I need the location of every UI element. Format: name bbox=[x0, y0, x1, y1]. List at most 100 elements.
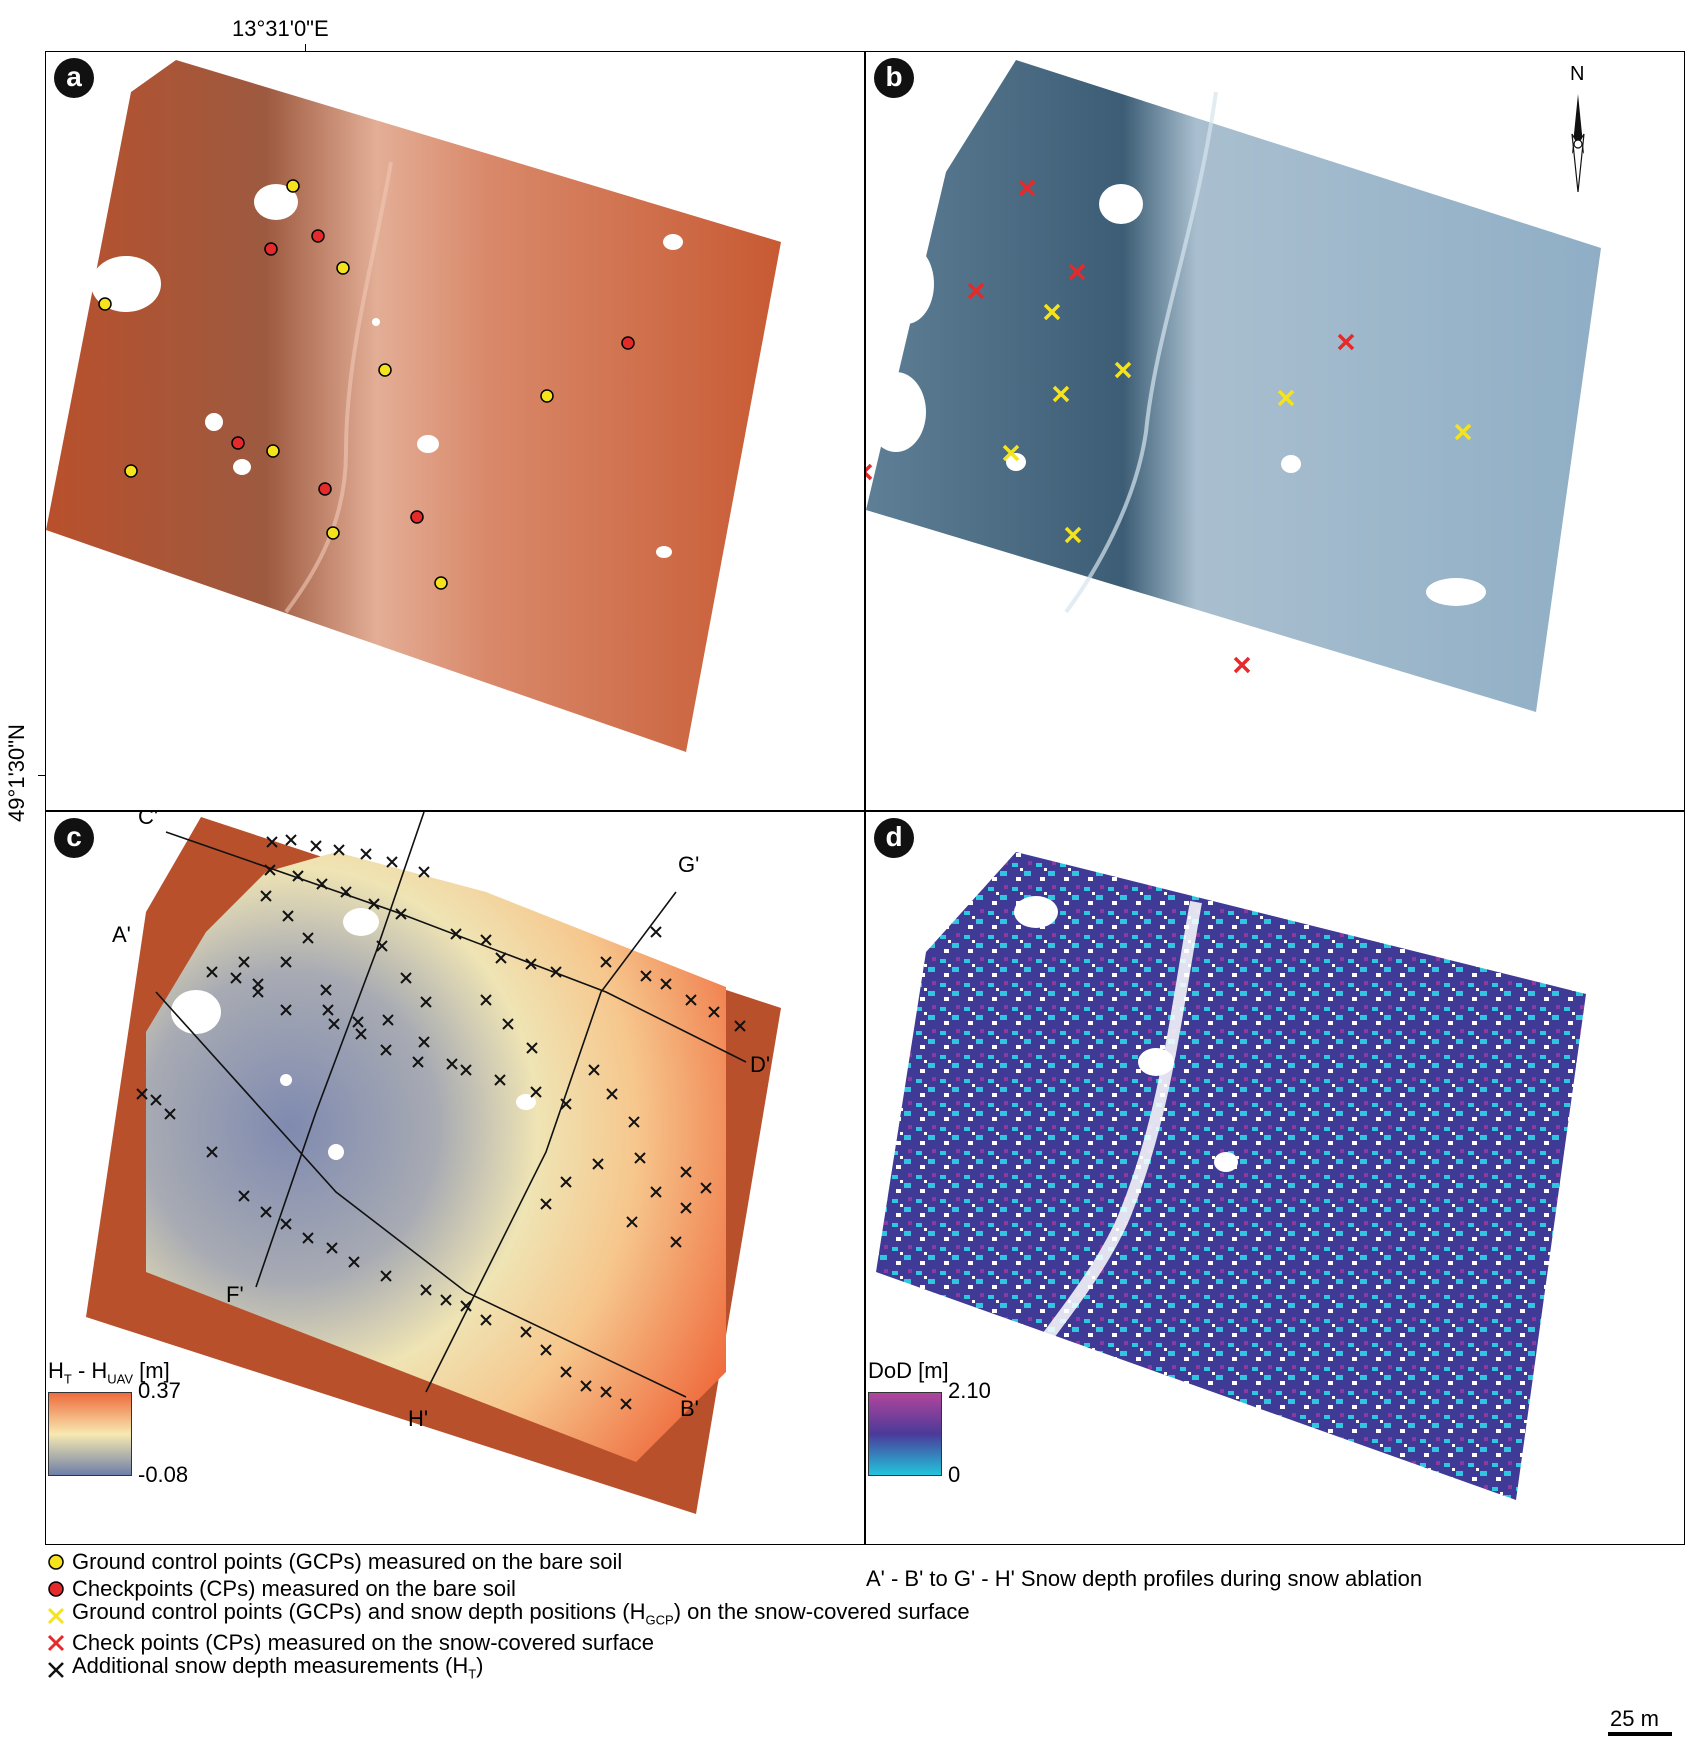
gcp-bare-marker bbox=[266, 444, 280, 458]
snow-depth-marker bbox=[285, 834, 297, 846]
snow-depth-marker bbox=[540, 1344, 552, 1356]
snow-depth-marker bbox=[400, 972, 412, 984]
red-cross-icon bbox=[47, 1634, 65, 1651]
cp-bare-marker bbox=[264, 242, 278, 256]
gcp-bare-marker bbox=[434, 576, 448, 590]
latitude-tick bbox=[38, 775, 46, 776]
snow-depth-marker bbox=[592, 1158, 604, 1170]
yellow-cross-icon bbox=[47, 1607, 65, 1624]
snow-depth-marker bbox=[376, 940, 388, 952]
dem-footprint bbox=[866, 60, 1601, 712]
snow-depth-marker bbox=[520, 1326, 532, 1338]
panel-divider-horizontal bbox=[46, 810, 1684, 812]
snow-depth-marker bbox=[328, 1018, 340, 1030]
longitude-label: 13°31'0"E bbox=[232, 16, 329, 41]
snow-depth-marker bbox=[206, 966, 218, 978]
snow-depth-marker bbox=[580, 1380, 592, 1392]
cp-bare-marker bbox=[318, 482, 332, 496]
snow-depth-marker bbox=[280, 1218, 292, 1230]
profile-start-label: E' bbox=[432, 812, 451, 817]
panel-b-points bbox=[866, 179, 1472, 674]
snow-depth-marker bbox=[150, 1094, 162, 1106]
snow-depth-marker bbox=[412, 1056, 424, 1068]
snow-depth-marker bbox=[600, 956, 612, 968]
terrain-ridge bbox=[1064, 91, 1218, 614]
snow-depth-marker bbox=[260, 1206, 272, 1218]
snow-depth-marker bbox=[333, 844, 345, 856]
gcp-snow-marker bbox=[1043, 303, 1061, 321]
snow-depth-marker bbox=[360, 848, 372, 860]
snow-depth-marker bbox=[418, 866, 430, 878]
profile-end-label: H' bbox=[408, 1406, 428, 1431]
cp-bare-marker bbox=[410, 510, 424, 524]
panel-a-badge: a bbox=[54, 58, 94, 98]
figure-frame bbox=[45, 51, 1685, 1545]
snow-depth-marker bbox=[322, 1004, 334, 1016]
snow-depth-marker bbox=[238, 1190, 250, 1202]
snow-depth-marker bbox=[540, 1198, 552, 1210]
gcp-bare-marker bbox=[124, 464, 138, 478]
panel-b: N b bbox=[866, 52, 1684, 810]
panel-divider-vertical bbox=[864, 52, 866, 1544]
snow-depth-marker bbox=[480, 1314, 492, 1326]
legend-item-cp-snow: Check points (CPs) measured on the snow-… bbox=[46, 1629, 970, 1656]
profile-line bbox=[425, 891, 677, 1393]
snow-depth-marker bbox=[502, 1018, 514, 1030]
cp-snow-marker bbox=[1068, 263, 1086, 281]
cp-snow-marker bbox=[1233, 656, 1251, 674]
snow-depth-marker bbox=[310, 840, 322, 852]
gcp-snow-marker bbox=[1114, 361, 1132, 379]
longitude-tick bbox=[305, 44, 306, 52]
gcp-bare-marker bbox=[336, 261, 350, 275]
panel-a: a bbox=[46, 52, 864, 810]
profile-end-label: B' bbox=[680, 1396, 699, 1421]
snow-depth-marker bbox=[650, 926, 662, 938]
snow-depth-marker bbox=[380, 1044, 392, 1056]
interpolated-surface bbox=[146, 852, 726, 1462]
scale-bar bbox=[1608, 1732, 1672, 1736]
north-arrow-icon bbox=[1571, 94, 1585, 193]
snow-depth-marker bbox=[660, 978, 672, 990]
snow-depth-marker bbox=[355, 1028, 367, 1040]
profile-start-label: G' bbox=[678, 852, 699, 877]
colorbar-c bbox=[48, 1392, 132, 1476]
snow-depth-marker bbox=[526, 1042, 538, 1054]
snow-depth-marker bbox=[700, 1182, 712, 1194]
snow-depth-marker bbox=[260, 890, 272, 902]
north-arrow-label: N bbox=[1570, 63, 1584, 85]
gcp-bare-marker bbox=[540, 389, 554, 403]
snow-depth-marker bbox=[340, 886, 352, 898]
snow-patches bbox=[866, 184, 1486, 606]
snow-patches bbox=[91, 184, 683, 558]
snow-depth-marker bbox=[494, 1074, 506, 1086]
profiles-note: A' - B' to G' - H' Snow depth profiles d… bbox=[866, 1566, 1423, 1591]
colorbar-d-title: DoD [m] bbox=[868, 1358, 949, 1383]
snow-depth-marker bbox=[440, 1294, 452, 1306]
snow-depth-marker bbox=[600, 1386, 612, 1398]
snow-depth-marker bbox=[320, 984, 332, 996]
snow-depth-marker bbox=[206, 1146, 218, 1158]
snow-depth-marker bbox=[230, 972, 242, 984]
snow-depth-marker bbox=[495, 952, 507, 964]
black-cross-icon bbox=[48, 1661, 64, 1678]
snow-depth-marker bbox=[348, 1256, 360, 1268]
panel-d-badge: d bbox=[874, 818, 914, 858]
profile-end-label: F' bbox=[226, 1282, 244, 1307]
legend-item-cp-bare: Checkpoints (CPs) measured on the bare s… bbox=[46, 1575, 970, 1602]
gcp-bare-marker bbox=[286, 179, 300, 193]
gcp-snow-marker bbox=[1052, 385, 1070, 403]
snow-depth-marker bbox=[708, 1006, 720, 1018]
cp-bare-marker bbox=[621, 336, 635, 350]
snow-depth-marker bbox=[670, 1236, 682, 1248]
snow-depth-marker bbox=[380, 1270, 392, 1282]
panel-d-map bbox=[876, 852, 1586, 1500]
snow-depth-marker bbox=[252, 986, 264, 998]
snow-depth-marker bbox=[420, 996, 432, 1008]
snow-depth-marker bbox=[560, 1366, 572, 1378]
snow-depth-marker bbox=[680, 1202, 692, 1214]
legend-item-snow-depth: Additional snow depth measurements (HT) bbox=[46, 1653, 970, 1683]
snow-depth-marker bbox=[588, 1064, 600, 1076]
yellow-circle-icon bbox=[48, 1553, 64, 1570]
snow-depth-marker bbox=[395, 908, 407, 920]
red-circle-icon bbox=[48, 1580, 64, 1597]
